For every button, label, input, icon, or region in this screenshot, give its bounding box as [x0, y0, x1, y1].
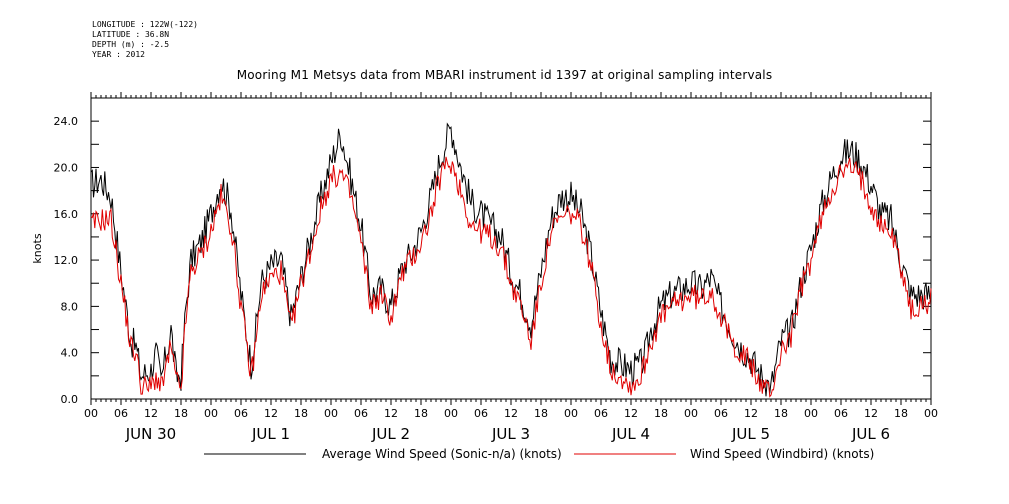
y-tick-label: 12.0: [54, 254, 79, 267]
x-tick-label: 00: [564, 407, 578, 420]
legend: Average Wind Speed (Sonic-n/a) (knots) Wi…: [204, 447, 874, 461]
year-text: YEAR : 2012: [92, 50, 145, 59]
x-tick-label: 12: [504, 407, 518, 420]
day-label: JUL 5: [731, 425, 770, 443]
series-line-sonic: [90, 122, 932, 397]
plot-axes: [90, 92, 932, 405]
x-tick-label: 06: [594, 407, 608, 420]
series-layer: [90, 122, 932, 398]
legend-label-sonic: Average Wind Speed (Sonic-n/a) (knots): [322, 447, 562, 461]
x-tick-label: 18: [414, 407, 428, 420]
y-axis-label: knots: [31, 233, 44, 263]
x-tick-label: 00: [84, 407, 98, 420]
depth-text: DEPTH (m) : -2.5: [92, 40, 170, 49]
day-label: JUL 6: [851, 425, 890, 443]
x-tick-label: 06: [474, 407, 488, 420]
longitude-text: LONGITUDE : 122W(-122): [92, 20, 198, 29]
x-tick-label: 18: [534, 407, 548, 420]
day-label: JUL 3: [491, 425, 530, 443]
x-tick-label: 00: [684, 407, 698, 420]
x-tick-label: 18: [294, 407, 308, 420]
y-tick-label: 16.0: [54, 208, 79, 221]
x-tick-label: 06: [834, 407, 848, 420]
day-label: JUN 30: [125, 425, 176, 443]
x-tick-label: 18: [654, 407, 668, 420]
x-tick-label: 00: [924, 407, 938, 420]
x-tick-label: 06: [354, 407, 368, 420]
y-tick-label: 20.0: [54, 161, 79, 174]
day-label: JUL 4: [611, 425, 650, 443]
axis-labels: 00 06 12 18 00 06 12 18 00 06 12 18 00 06 12 18 00 06 12 18…: [31, 115, 938, 443]
latitude-text: LATITUDE : 36.8N: [92, 30, 170, 39]
plot-frame: [90, 97, 932, 400]
x-tick-label: 12: [624, 407, 638, 420]
chart-title: Mooring M1 Metsys data from MBARI instru…: [236, 68, 773, 82]
x-tick-label: 06: [234, 407, 248, 420]
x-tick-label: 18: [774, 407, 788, 420]
x-tick-label: 12: [864, 407, 878, 420]
x-tick-label: 18: [894, 407, 908, 420]
x-tick-label: 12: [144, 407, 158, 420]
y-tick-label: 4.0: [61, 347, 79, 360]
x-tick-label: 12: [384, 407, 398, 420]
day-label: JUL 1: [251, 425, 290, 443]
x-tick-label: 00: [444, 407, 458, 420]
y-tick-label: 24.0: [54, 115, 79, 128]
x-tick-label: 00: [804, 407, 818, 420]
x-tick-label: 06: [114, 407, 128, 420]
x-tick-label: 12: [264, 407, 278, 420]
x-tick-label: 00: [324, 407, 338, 420]
legend-label-windbird: Wind Speed (Windbird) (knots): [690, 447, 874, 461]
x-tick-label: 06: [714, 407, 728, 420]
day-label: JUL 2: [371, 425, 410, 443]
x-tick-label: 00: [204, 407, 218, 420]
series-line-windbird: [90, 156, 932, 398]
y-tick-label: 0.0: [61, 393, 79, 406]
x-tick-label: 18: [174, 407, 188, 420]
y-tick-label: 8.0: [61, 300, 79, 313]
metadata-block: LONGITUDE : 122W(-122) LATITUDE : 36.8N …: [92, 20, 198, 60]
x-tick-label: 12: [744, 407, 758, 420]
